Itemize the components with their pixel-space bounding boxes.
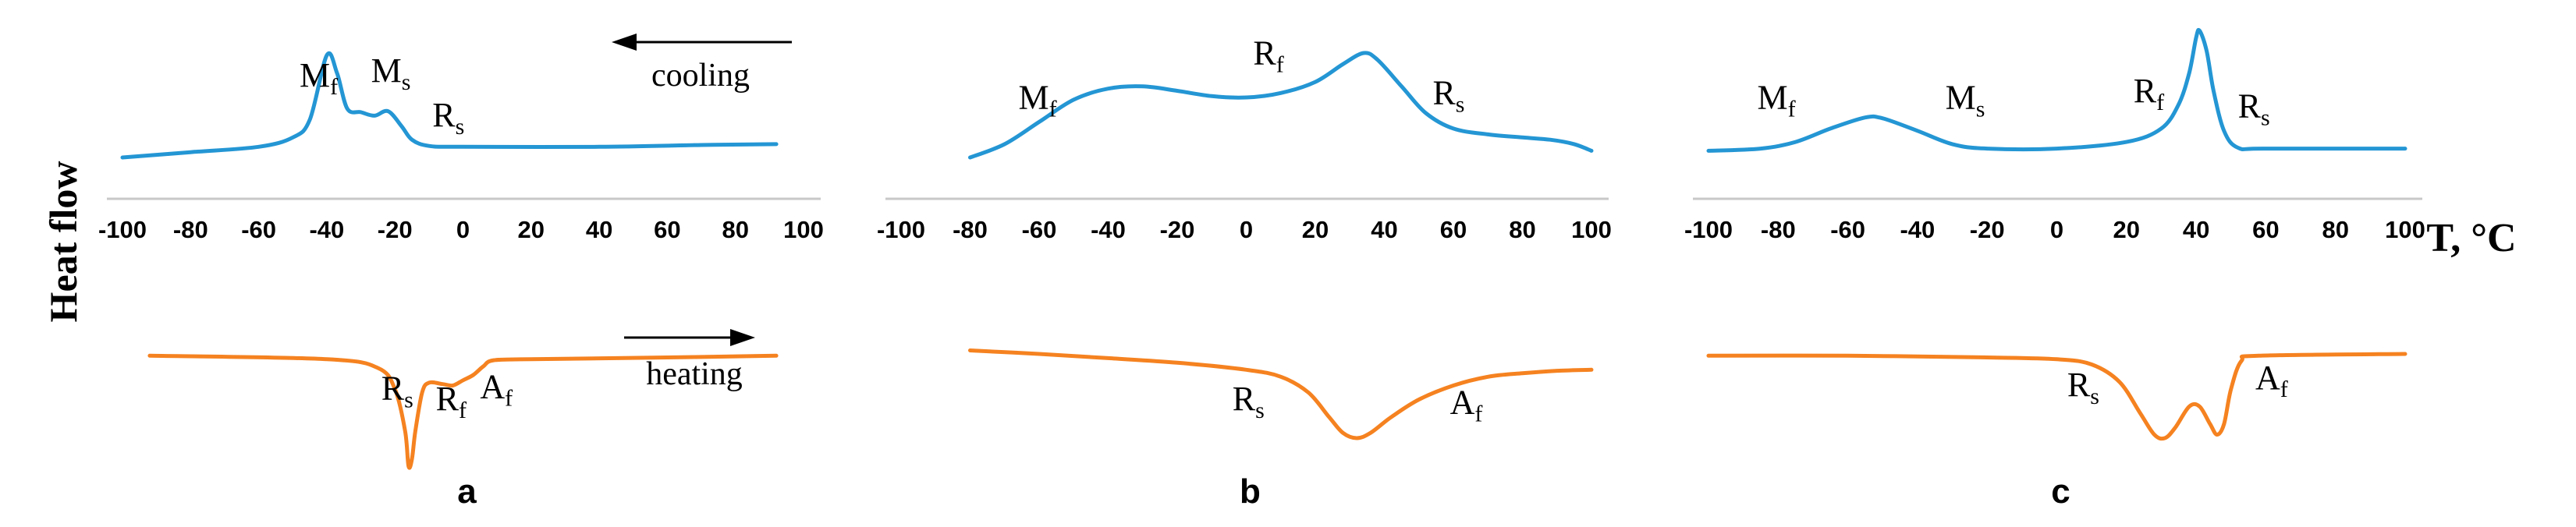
transition-label: Af	[480, 367, 513, 411]
x-tick-label: -40	[1900, 216, 1935, 243]
transition-label: Mf	[300, 56, 338, 100]
transition-label: Af	[2255, 359, 2288, 402]
x-tick-label: -100	[1684, 216, 1733, 243]
transition-label: Rs	[381, 370, 413, 413]
x-tick-label: -20	[1970, 216, 2005, 243]
heating-curve	[968, 348, 1594, 440]
transition-label: Rs	[2238, 87, 2270, 131]
panel-label: b	[1240, 472, 1261, 511]
x-tick-label: 40	[2183, 216, 2209, 243]
x-tick-label: -100	[98, 216, 147, 243]
y-axis-label: Heat flow	[41, 161, 85, 323]
x-tick-label: 20	[518, 216, 545, 243]
cooling-curve	[968, 51, 1594, 160]
x-axis-unit: T, °C	[2426, 216, 2516, 260]
x-tick-label: -60	[1022, 216, 1057, 243]
x-tick-label: 60	[654, 216, 680, 243]
cooling-label: cooling	[651, 58, 750, 94]
x-tick-label: 60	[2252, 216, 2279, 243]
x-tick-label: -80	[173, 216, 208, 243]
transition-label: Rs	[1233, 380, 1265, 423]
x-tick-label: -40	[309, 216, 344, 243]
transition-label: Rs	[2067, 366, 2099, 409]
x-tick-label: 80	[1509, 216, 1535, 243]
x-tick-label: 0	[2050, 216, 2063, 243]
heating-curve	[1706, 352, 2407, 441]
heating-label: heating	[646, 356, 743, 392]
cooling-curve	[1706, 27, 2407, 153]
transition-label: Rs	[1432, 74, 1464, 118]
x-tick-label: 20	[1302, 216, 1329, 243]
transition-label: Rf	[2134, 72, 2164, 115]
x-tick-label: 40	[586, 216, 612, 243]
x-tick-label: 0	[456, 216, 470, 243]
transition-label: Ms	[1946, 78, 1985, 122]
x-tick-label: -80	[953, 216, 988, 243]
x-tick-label: 100	[783, 216, 824, 243]
x-tick-label: -100	[877, 216, 925, 243]
x-tick-label: -60	[241, 216, 276, 243]
transition-label: Rf	[436, 380, 467, 423]
x-tick-label: 100	[1571, 216, 1612, 243]
cooling-direction: cooling	[612, 34, 792, 94]
heating-curve	[147, 353, 779, 470]
heating-arrow-head	[730, 329, 755, 346]
panel-b: -100 -80 -60 -40 -20 0 20 40 60 80 100 Mf Rf Rs Rs Af b	[877, 34, 1612, 511]
x-tick-label: 40	[1371, 216, 1397, 243]
x-tick-label: 20	[2113, 216, 2140, 243]
x-tick-label: 80	[722, 216, 748, 243]
panel-c: -100 -80 -60 -40 -20 0 20 40 60 80 100 Mf Ms Rf Rs Rs Af…	[1684, 27, 2425, 511]
x-tick-label: -60	[1830, 216, 1865, 243]
x-tick-label: 60	[1440, 216, 1467, 243]
transition-label: Af	[1450, 384, 1483, 427]
transition-label: Rf	[1253, 34, 1283, 77]
x-tick-label: -20	[378, 216, 413, 243]
transition-label: Mf	[1018, 78, 1056, 122]
x-tick-label: 0	[1240, 216, 1253, 243]
x-tick-label: -80	[1761, 216, 1796, 243]
x-tick-label: -20	[1160, 216, 1195, 243]
transition-label: Mf	[1758, 78, 1796, 122]
cooling-curve	[120, 51, 779, 160]
transition-label: Rs	[432, 96, 464, 140]
panel-a: -100 -80 -60 -40 -20 0 20 40 60 80 100 Mf Ms Rs Rs Rf Af…	[98, 51, 824, 511]
x-tick-label: -40	[1091, 216, 1126, 243]
panel-label: c	[2051, 472, 2070, 511]
transition-label: Ms	[371, 51, 411, 95]
x-tick-label: 80	[2322, 216, 2348, 243]
cooling-arrow-head	[612, 34, 637, 51]
panel-label: a	[457, 472, 477, 511]
x-tick-label: 100	[2385, 216, 2425, 243]
heating-direction: heating	[624, 329, 755, 392]
